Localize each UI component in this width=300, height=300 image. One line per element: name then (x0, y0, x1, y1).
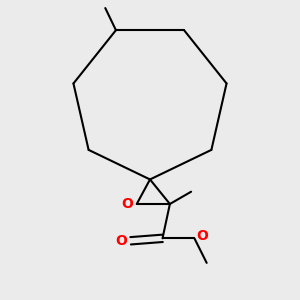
Text: O: O (196, 229, 208, 243)
Text: O: O (121, 197, 133, 211)
Text: O: O (115, 234, 127, 248)
